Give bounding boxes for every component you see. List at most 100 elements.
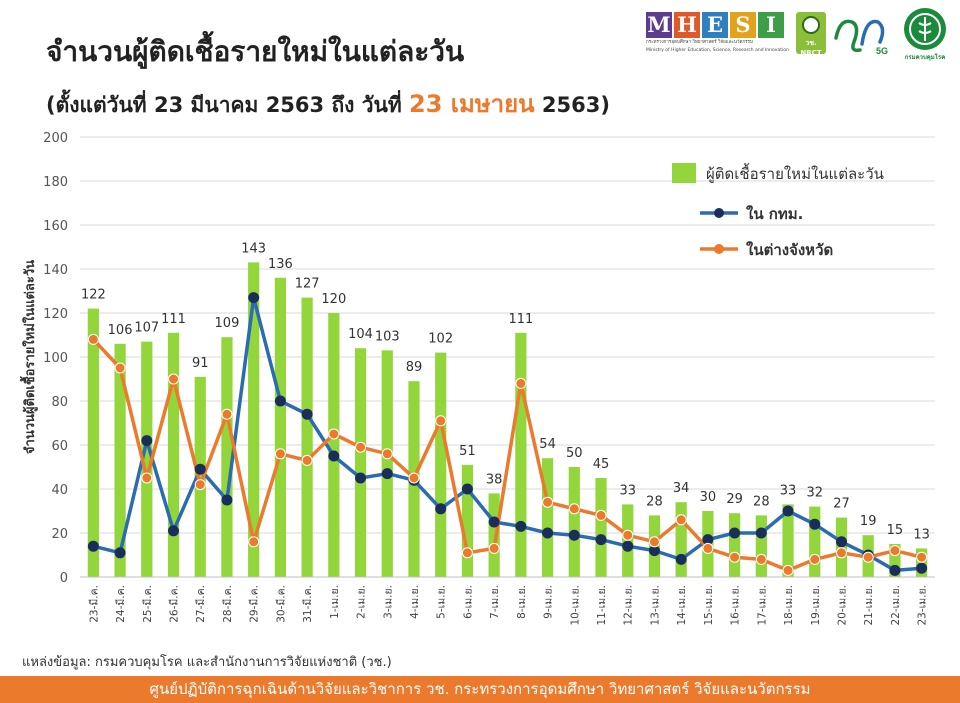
data-point [248,536,260,548]
bar-value-label: 127 [295,277,320,292]
vc5g-text: 5G [876,46,888,56]
data-point [809,518,821,530]
bar [541,458,554,577]
x-tick-label: 21-เม.ย. [863,585,875,626]
data-point [274,395,286,407]
mhesi-letter-i: I [758,12,784,38]
data-point [648,536,660,548]
data-point [889,564,901,576]
ddc-logo: กรมควบคุมโรค [902,8,948,64]
data-point [782,564,794,576]
data-point [916,551,928,563]
data-point [328,428,340,440]
data-point [675,553,687,565]
data-point [809,553,821,565]
data-point [141,472,153,484]
data-point [488,516,500,528]
page-title: จำนวนผู้ติดเชื้อรายใหม่ในแต่ละวัน [46,35,465,68]
bar [167,332,180,577]
bar-value-label: 91 [192,356,209,371]
bar-value-label: 15 [887,523,904,538]
nrct-logo: วช. NRCT [796,12,826,57]
bar [782,504,794,577]
bar [381,350,393,577]
data-point [301,454,313,466]
data-point [435,503,447,515]
data-point [114,547,126,559]
bar [488,493,500,577]
x-tick-label: 8-เม.ย. [516,585,528,619]
bar [675,502,687,577]
mhesi-letter-m: M [646,12,672,38]
data-point [835,536,847,548]
data-point [461,483,473,495]
data-point [301,408,313,420]
bar [568,467,580,577]
data-point [221,494,233,506]
bar [515,332,527,577]
bar-value-label: 30 [700,490,717,505]
y-tick-label: 40 [51,483,68,498]
y-tick-label: 140 [43,263,68,278]
series-line [92,295,922,573]
data-point [274,448,286,460]
nrct-emblem-icon [802,16,820,34]
legend-swatch-marker [714,208,724,218]
x-tick-label: 14-เม.ย. [676,585,688,626]
data-point [114,362,126,374]
y-tick-label: 20 [51,527,68,542]
legend-label: ผู้ติดเชื้อรายใหม่ในแต่ละวัน [706,163,884,183]
x-tick-label: 24-มี.ค. [114,585,127,623]
x-tick-label: 23-เม.ย. [917,585,929,626]
data-point [542,527,554,539]
data-point [889,545,901,557]
bar-value-label: 104 [348,327,373,342]
x-tick-label: 22-เม.ย. [890,585,902,626]
bar-value-label: 28 [753,494,770,509]
x-tick-label: 9-เม.ย. [543,585,555,619]
bar-value-label: 107 [134,321,159,336]
bar [809,506,821,577]
bar-value-label: 28 [646,494,663,509]
x-tick-label: 2-เม.ย. [356,585,368,619]
bar [141,341,153,577]
bar-value-label: 51 [459,444,476,459]
subtitle-prefix: (ตั้งแต่วันที่ 23 มีนาคม 2563 ถึง วันที่ [46,93,410,117]
bar-value-label: 33 [619,483,636,498]
data-point [87,540,99,552]
bar [595,478,607,577]
x-tick-label: 25-มี.ค. [141,585,154,623]
bar [87,308,99,577]
data-point [194,463,206,475]
mhesi-line-en: Ministry of Higher Education, Science, R… [646,48,789,53]
x-tick-label: 31-มี.ค. [301,585,314,623]
data-point [194,479,206,491]
data-point [328,450,340,462]
x-tick-label: 26-มี.ค. [168,585,181,623]
x-tick-label: 30-มี.ค. [274,585,287,623]
bar-value-label: 27 [833,497,850,512]
bar [221,337,233,577]
data-point [408,472,420,484]
bar-value-label: 50 [566,446,583,461]
bar [461,464,474,577]
bar-value-label: 122 [81,288,106,303]
mhesi-line-th: กระทรวงการอุดมศึกษา วิทยาศาสตร์ วิจัยและ… [646,40,753,45]
bar [728,513,741,577]
bar-value-label: 106 [108,323,133,338]
data-point [355,441,367,453]
footer-banner: ศูนย์ปฏิบัติการฉุกเฉินด้านวิจัยและวิชากา… [0,676,960,703]
x-tick-label: 7-เม.ย. [489,585,501,619]
data-point [755,553,767,565]
data-point [755,527,767,539]
data-point [595,534,607,546]
bar [889,544,901,577]
x-tick-label: 27-มี.ค. [194,585,207,623]
data-point [221,408,233,420]
bar [301,297,313,577]
bar-value-label: 38 [486,472,503,487]
y-tick-label: 100 [43,351,68,366]
y-tick-label: 60 [51,439,68,454]
bar [248,262,260,577]
data-source-note: แหล่งข้อมูล: กรมควบคุมโรค และสำนักงานการ… [22,655,392,670]
